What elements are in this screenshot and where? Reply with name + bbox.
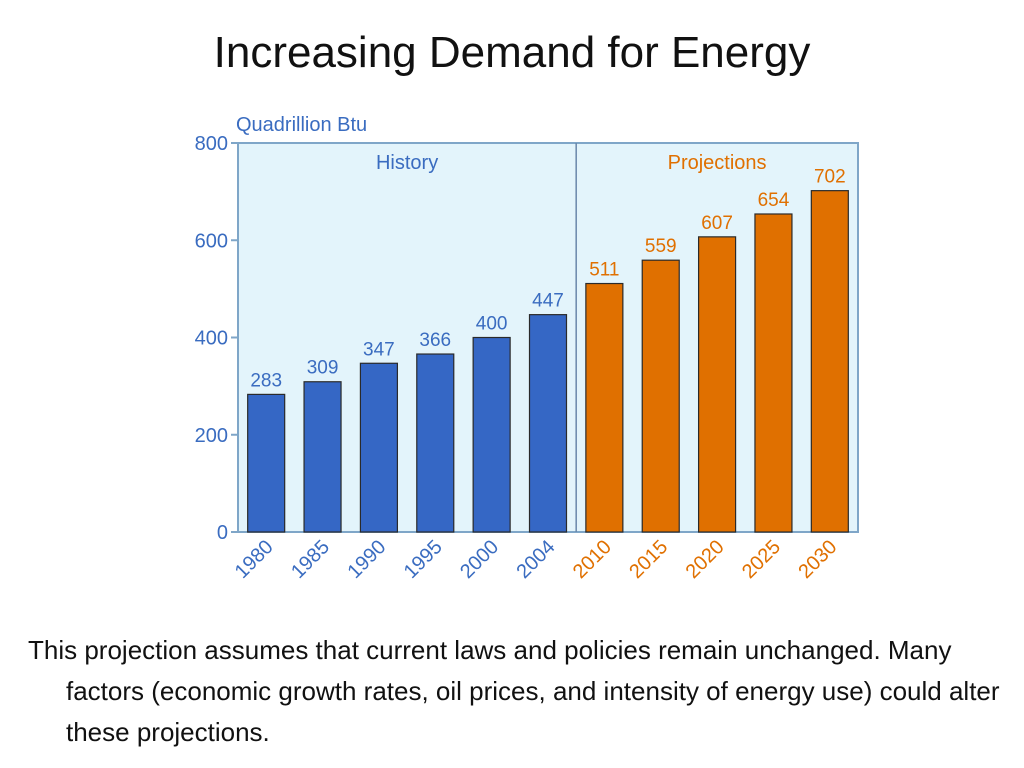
bar-2020	[697, 236, 737, 533]
x-tick-label-1985: 1985	[287, 536, 334, 583]
bar-2000	[472, 336, 511, 533]
energy-demand-bar-chart: Quadrillion Btu History Projections 02004…	[195, 114, 859, 583]
data-label-2025: 654	[758, 190, 790, 211]
bar-2015	[641, 259, 680, 533]
data-label-2000: 400	[476, 314, 508, 335]
y-tick-label: 200	[195, 425, 228, 447]
x-tick-label-2020: 2020	[682, 536, 729, 583]
x-tick-label-2010: 2010	[569, 536, 616, 583]
y-tick-label: 800	[195, 133, 228, 155]
bar-2004	[528, 314, 568, 533]
bar-1985	[303, 381, 342, 533]
x-tick-label-2025: 2025	[738, 536, 785, 583]
data-label-1980: 283	[250, 370, 282, 391]
bar-2025	[754, 213, 793, 533]
x-tick-label-1995: 1995	[400, 536, 447, 583]
data-label-1990: 347	[363, 339, 395, 360]
bar-1995	[416, 353, 455, 533]
bar-1990	[359, 362, 399, 533]
x-tick-label-2000: 2000	[456, 536, 503, 583]
x-tick-label-2004: 2004	[513, 536, 560, 583]
data-label-1995: 366	[419, 330, 451, 351]
bar-1980	[247, 393, 286, 533]
x-tick-label-2030: 2030	[794, 536, 841, 583]
data-label-2010: 511	[589, 260, 619, 281]
x-tick-label-1990: 1990	[343, 536, 390, 583]
data-label-2030: 702	[814, 167, 846, 188]
data-label-2015: 559	[645, 236, 677, 257]
data-label-1985: 309	[307, 358, 339, 379]
y-tick-label: 600	[195, 230, 228, 252]
data-label-2004: 447	[532, 291, 564, 312]
projection-note: This projection assumes that current law…	[28, 635, 1000, 747]
y-tick-label: 400	[195, 328, 228, 350]
y-tick-label: 0	[217, 522, 228, 544]
slide-title: Increasing Demand for Energy	[213, 28, 811, 77]
x-tick-label-1980: 1980	[231, 536, 278, 583]
bar-2030	[810, 190, 849, 533]
region-label-projections: Projections	[668, 152, 767, 174]
bar-2010	[585, 282, 624, 533]
data-label-2020: 607	[701, 213, 733, 234]
y-unit-label: Quadrillion Btu	[236, 114, 367, 136]
x-tick-label-2015: 2015	[625, 536, 672, 583]
region-label-history: History	[376, 152, 438, 174]
